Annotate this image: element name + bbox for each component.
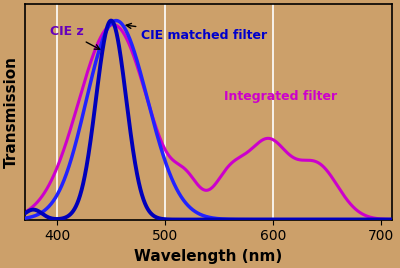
- Text: CIE matched filter: CIE matched filter: [126, 23, 268, 42]
- Text: CIE z: CIE z: [50, 25, 100, 49]
- X-axis label: Wavelength (nm): Wavelength (nm): [134, 249, 282, 264]
- Y-axis label: Transmission: Transmission: [4, 56, 19, 168]
- Text: Integrated filter: Integrated filter: [224, 90, 338, 103]
